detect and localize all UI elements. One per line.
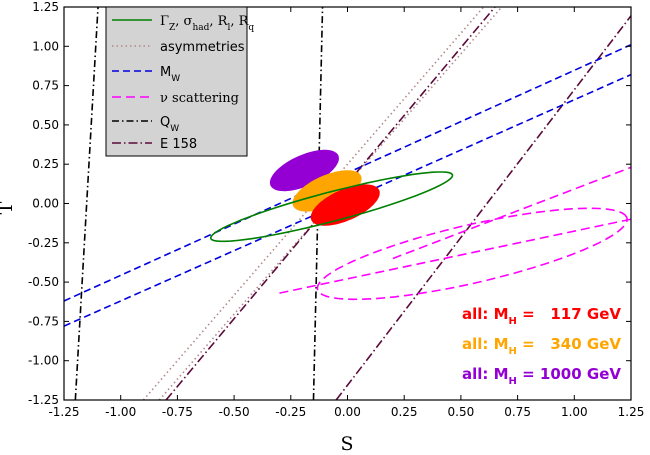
e158-line-2 bbox=[335, 14, 631, 400]
legend-entry-gamma-z: ΓZ, σhad, Rl, Rq bbox=[112, 14, 254, 33]
gamma-z-ellipse bbox=[209, 171, 454, 243]
legend-label-asymmetries: asymmetries bbox=[160, 40, 245, 55]
plot-frame bbox=[63, 6, 632, 401]
asymmetries-line-1 bbox=[142, 7, 485, 400]
nu-scattering-line-1 bbox=[392, 166, 631, 260]
legend-entry-asymmetries: asymmetries bbox=[112, 40, 245, 55]
annotations: all: MH = 117 GeV all: MH = 340 GeV all:… bbox=[462, 305, 621, 387]
fit-ellipse-1000 bbox=[269, 149, 339, 192]
y-axis-label: T bbox=[0, 201, 17, 214]
nu-scattering-ellipse bbox=[316, 207, 629, 301]
legend-label-e158: E 158 bbox=[160, 137, 197, 152]
nu-scattering-line-2 bbox=[279, 218, 631, 294]
y-tick-label: 0.75 bbox=[32, 79, 59, 93]
legend-label-nu-scattering: ν scattering bbox=[160, 91, 239, 106]
x-tick-label: 0.75 bbox=[504, 405, 531, 419]
x-tick-label: -1.00 bbox=[105, 405, 136, 419]
x-tick-label: -0.25 bbox=[275, 405, 306, 419]
x-tick-label: 1.00 bbox=[561, 405, 588, 419]
annotation-mh-1000: all: MH = 1000 GeV bbox=[462, 365, 621, 387]
legend-label-gamma-z: ΓZ, σhad, Rl, Rq bbox=[160, 14, 254, 33]
y-tick-label: 0.00 bbox=[32, 197, 59, 211]
y-tick-label: -0.50 bbox=[28, 275, 59, 289]
x-tick-label: 0.00 bbox=[334, 405, 361, 419]
y-tick-label: 0.50 bbox=[32, 118, 59, 132]
legend-box bbox=[105, 6, 248, 157]
y-tick-label: -0.25 bbox=[28, 236, 59, 250]
x-tick-label: 0.25 bbox=[391, 405, 418, 419]
y-tick-label: -0.75 bbox=[28, 314, 59, 328]
x-tick-label: -1.25 bbox=[48, 405, 79, 419]
x-tick-label: 0.50 bbox=[448, 405, 475, 419]
x-tick-label: -0.75 bbox=[162, 405, 193, 419]
x-tick-label: -0.50 bbox=[219, 405, 250, 419]
asymmetries-line-2 bbox=[158, 7, 503, 400]
x-axis-label: S bbox=[340, 433, 353, 455]
fit-ellipse-117 bbox=[310, 184, 380, 226]
annotation-mh-117: all: MH = 117 GeV bbox=[462, 305, 621, 327]
legend-entry-e158: E 158 bbox=[112, 137, 197, 152]
y-tick-label: -1.25 bbox=[28, 393, 59, 407]
y-tick-label: 1.25 bbox=[32, 0, 59, 14]
data-layer bbox=[64, 7, 631, 400]
annotation-mh-340: all: MH = 340 GeV bbox=[462, 335, 621, 357]
y-tick-label: 1.00 bbox=[32, 39, 59, 53]
y-tick-label: 0.25 bbox=[32, 157, 59, 171]
legend: ΓZ, σhad, Rl, Rq asymmetries MW ν scatte… bbox=[105, 6, 254, 157]
fit-ellipse-340 bbox=[292, 170, 362, 212]
legend-entry-nu-scattering: ν scattering bbox=[112, 91, 239, 106]
y-tick-label: -1.00 bbox=[28, 354, 59, 368]
x-tick-label: 1.25 bbox=[618, 405, 645, 419]
